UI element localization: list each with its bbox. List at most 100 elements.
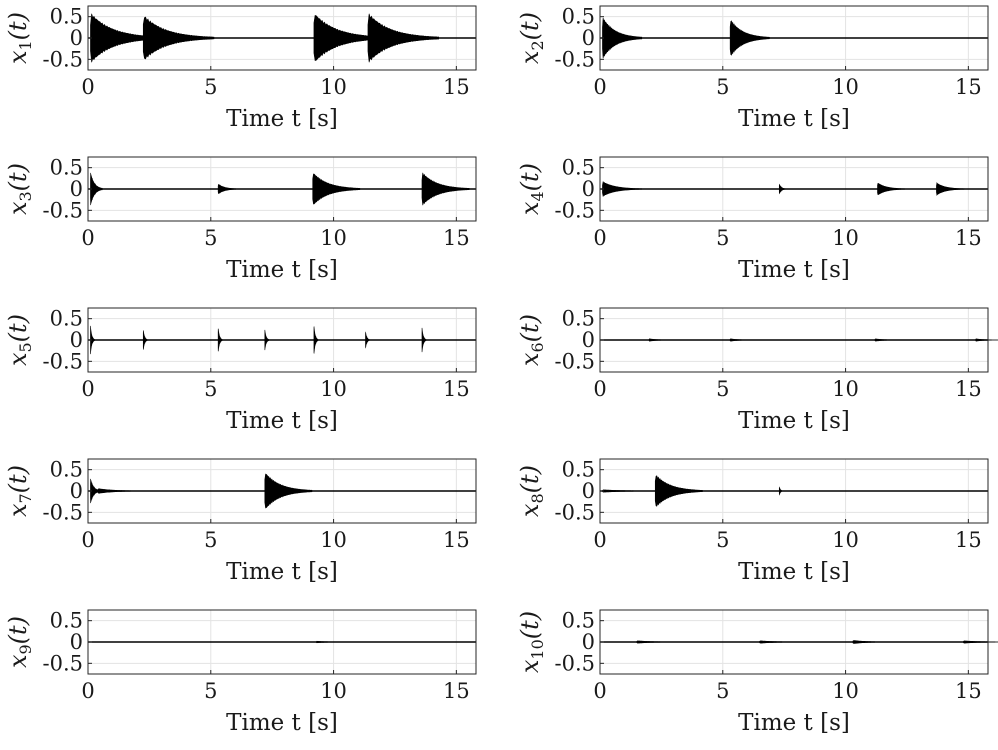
signal-burst	[142, 330, 148, 350]
y-tick-label: 0.5	[562, 5, 595, 29]
x-axis-label: Time t [s]	[226, 710, 338, 736]
x-tick-label: 10	[832, 528, 859, 552]
y-axis-label: x10(t)	[516, 611, 547, 673]
y-axis-label-argument: (t)	[4, 616, 32, 644]
x-tick-label: 0	[81, 377, 94, 401]
signal-burst	[217, 184, 239, 194]
y-axis-label-symbol: x	[4, 201, 32, 215]
y-tick-label: -0.5	[43, 651, 84, 675]
y-axis-label-symbol: x	[516, 659, 544, 673]
x-tick-label: 0	[81, 75, 94, 99]
x-tick-label: 0	[81, 528, 94, 552]
x-tick-label: 0	[593, 75, 606, 99]
signal-burst	[142, 16, 215, 60]
y-tick-label: -0.5	[43, 198, 84, 222]
y-tick-label: 0	[70, 479, 83, 503]
x-tick-label: 10	[832, 679, 859, 703]
x-tick-label: 10	[320, 377, 347, 401]
signal-burst	[963, 640, 998, 644]
y-axis-label-argument: (t)	[516, 465, 544, 493]
y-axis-label-argument: (t)	[516, 314, 544, 342]
signal-burst	[312, 173, 361, 205]
y-tick-label: 0	[70, 328, 83, 352]
signal-burst	[264, 329, 270, 351]
x-tick-label: 5	[716, 377, 729, 401]
y-tick-label: -0.5	[43, 349, 84, 373]
x-tick-label: 15	[443, 679, 470, 703]
signal-burst	[936, 181, 965, 197]
signal-burst	[365, 331, 370, 349]
y-tick-label: -0.5	[555, 349, 596, 373]
x-tick-label: 0	[593, 377, 606, 401]
y-tick-label: -0.5	[43, 47, 84, 71]
y-axis-label-argument: (t)	[4, 12, 32, 40]
y-axis-label: x1(t)	[4, 12, 35, 64]
x-axis-label: Time t [s]	[226, 257, 338, 283]
y-tick-label: -0.5	[555, 500, 596, 524]
y-axis-label-argument: (t)	[516, 611, 544, 639]
y-axis-label-symbol: x	[4, 503, 32, 517]
signal-burst	[421, 172, 470, 206]
y-axis-label: x4(t)	[516, 163, 547, 215]
x-tick-label: 10	[320, 75, 347, 99]
x-tick-label: 15	[955, 528, 982, 552]
x-tick-label: 5	[716, 75, 729, 99]
y-axis-label-subscript: 8	[528, 493, 547, 503]
y-axis-label-symbol: x	[516, 50, 544, 64]
y-axis-label-symbol: x	[516, 503, 544, 517]
x-axis-label: Time t [s]	[738, 559, 850, 585]
y-axis-label-subscript: 10	[528, 639, 547, 659]
signal-burst	[852, 640, 893, 644]
y-axis-label: x5(t)	[4, 314, 35, 366]
y-axis-label-argument: (t)	[4, 314, 32, 342]
signal-burst	[759, 640, 808, 644]
y-axis-label-symbol: x	[4, 654, 32, 668]
y-axis-label: x3(t)	[4, 163, 35, 215]
y-axis-label-subscript: 9	[16, 644, 35, 654]
y-axis-label: x9(t)	[4, 616, 35, 668]
signal-burst	[778, 486, 783, 496]
y-tick-label: 0	[582, 26, 595, 50]
y-tick-label: 0	[582, 479, 595, 503]
x-tick-label: 15	[443, 75, 470, 99]
x-tick-label: 15	[955, 75, 982, 99]
y-tick-label: 0	[582, 177, 595, 201]
y-tick-label: 0	[70, 630, 83, 654]
x-tick-label: 5	[716, 528, 729, 552]
signal-burst	[874, 338, 899, 342]
signal-burst	[316, 640, 349, 644]
y-axis-label-argument: (t)	[516, 163, 544, 191]
y-tick-label: 0.5	[562, 307, 595, 331]
signal-burst	[975, 338, 998, 342]
x-axis-label: Time t [s]	[738, 106, 850, 132]
x-tick-label: 10	[832, 377, 859, 401]
x-tick-label: 15	[443, 528, 470, 552]
y-axis-label: x6(t)	[516, 314, 547, 366]
y-tick-label: 0.5	[50, 609, 83, 633]
y-axis-label-subscript: 6	[528, 342, 547, 352]
y-tick-label: 0.5	[562, 156, 595, 180]
y-axis-label-symbol: x	[516, 201, 544, 215]
signal-burst	[602, 180, 643, 198]
signal-burst	[729, 338, 755, 342]
y-axis-label: x8(t)	[516, 465, 547, 517]
y-axis-label-subscript: 5	[16, 342, 35, 352]
y-axis-label-subscript: 2	[528, 40, 547, 50]
x-tick-label: 5	[716, 679, 729, 703]
signal-burst	[654, 475, 703, 507]
y-axis-label-subscript: 7	[16, 493, 35, 503]
x-tick-label: 10	[320, 679, 347, 703]
x-tick-label: 15	[955, 226, 982, 250]
x-axis-label: Time t [s]	[738, 408, 850, 434]
x-tick-label: 0	[593, 226, 606, 250]
x-axis-label: Time t [s]	[226, 408, 338, 434]
y-tick-label: 0.5	[50, 5, 83, 29]
y-axis-label-symbol: x	[4, 50, 32, 64]
y-tick-label: 0.5	[50, 156, 83, 180]
